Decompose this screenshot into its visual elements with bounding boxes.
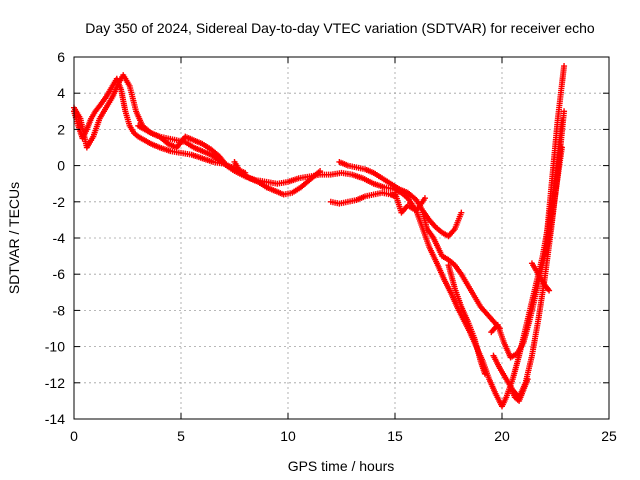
data-point [561,108,568,115]
series-track-6 [336,158,465,240]
x-tick-label: 5 [177,428,185,444]
y-tick-label: -8 [53,302,66,318]
chart-title: Day 350 of 2024, Sidereal Day-to-day VTE… [85,20,595,36]
series-track-12 [507,376,531,404]
y-tick-label: -14 [45,411,65,427]
data-point [317,168,324,175]
data-point [458,209,465,216]
data-point [561,63,568,70]
series-track-4 [231,158,324,198]
series-track-14 [541,63,568,260]
y-tick-label: 0 [57,158,65,174]
series-track-8 [419,209,503,332]
x-axis-title: GPS time / hours [288,458,395,474]
series-track-9 [445,262,488,377]
y-tick-label: 6 [57,49,65,65]
y-axis-title: SDTVAR / TECUs [6,182,22,294]
y-tick-label: 4 [57,85,65,101]
x-tick-label: 0 [70,428,78,444]
series-track-7 [392,189,428,216]
y-tick-label: -2 [53,194,66,210]
data-point [220,158,227,165]
y-tick-label: -6 [53,266,66,282]
data-point [524,376,531,383]
data-point [421,195,428,202]
data-point [546,287,553,294]
y-tick-label: -4 [53,230,66,246]
data-points [71,63,568,410]
x-tick-label: 10 [280,428,296,444]
series-track-5 [327,189,398,207]
series-track-11 [490,108,568,401]
y-tick-label: -12 [45,375,65,391]
y-tick-label: -10 [45,339,65,355]
data-point [481,370,488,377]
x-tick-label: 15 [387,428,403,444]
series-track-3 [135,122,227,165]
x-tick-label: 20 [494,428,510,444]
series-track-13 [528,260,553,294]
x-tick-label: 25 [601,428,617,444]
axis-ticks: 0 5 10 15 20 25 -14 -12 -10 -8 -6 -4 -2 0 2 4 6 [45,49,617,444]
y-tick-label: 2 [57,121,65,137]
